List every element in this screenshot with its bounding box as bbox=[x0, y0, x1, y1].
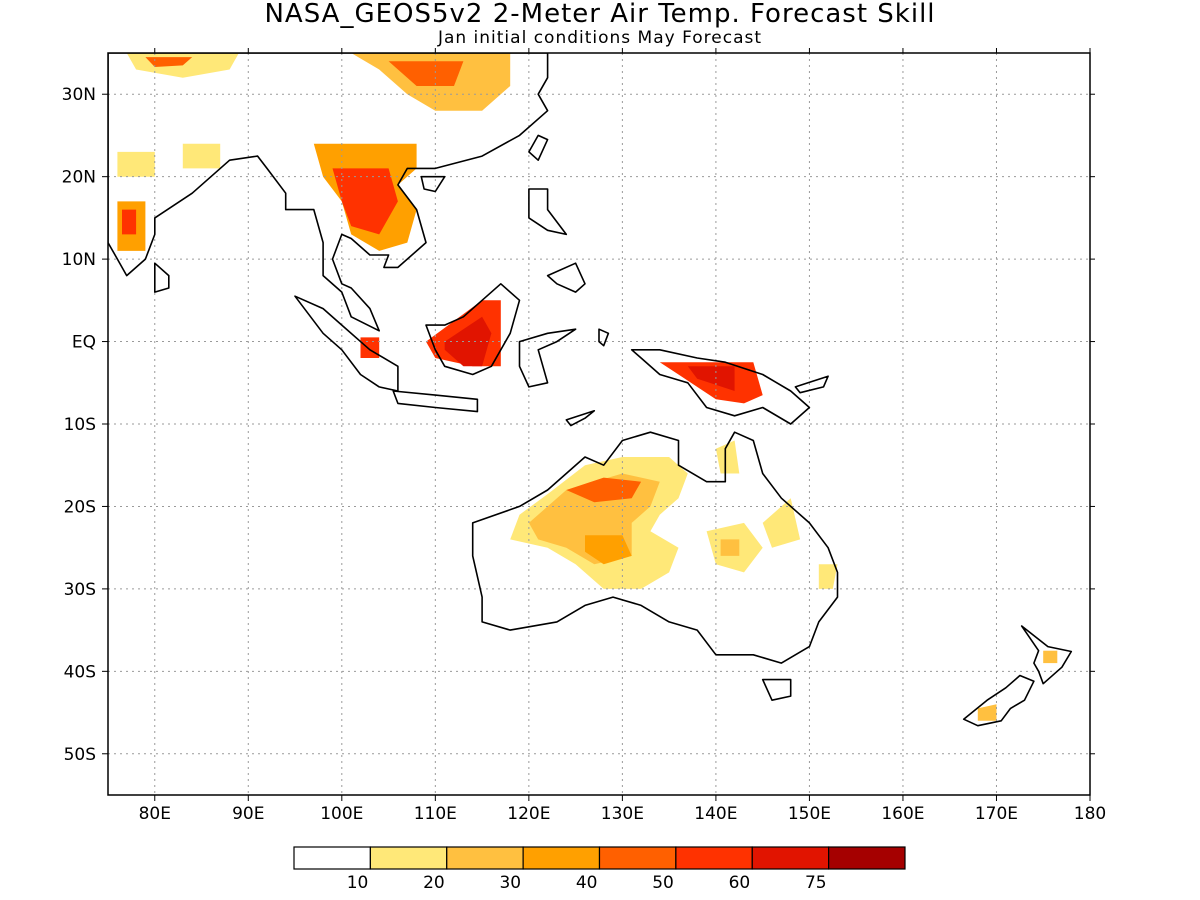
tick-label-lon-80: 80E bbox=[139, 804, 171, 824]
colorbar-swatch-3 bbox=[522, 846, 601, 870]
skill-region-3 bbox=[388, 61, 464, 86]
skill-region-12 bbox=[360, 337, 380, 358]
coastline-south-island-nz bbox=[962, 674, 1035, 727]
skill-region-8 bbox=[117, 151, 155, 177]
skill-region-20 bbox=[720, 539, 740, 556]
tick-label-lat--50: 50S bbox=[64, 745, 96, 765]
skill-region-21 bbox=[715, 440, 740, 474]
coastline-new-guinea bbox=[630, 348, 811, 425]
colorbar-label-60: 60 bbox=[729, 873, 751, 893]
tick-label-lat--10: 10S bbox=[64, 415, 96, 435]
tick-label-lon-170: 170E bbox=[975, 804, 1018, 824]
coastline-sri-lanka bbox=[154, 262, 170, 293]
skill-region-24 bbox=[977, 704, 997, 721]
colorbar-label-30: 30 bbox=[499, 873, 521, 893]
colorbar-swatch-2 bbox=[446, 846, 524, 870]
tick-label-lat--20: 20S bbox=[64, 497, 96, 517]
tick-label-lon-140: 140E bbox=[694, 804, 737, 824]
latitude-axis: 30N 20N 10N EQ 10S 20S 30S 40S 50S bbox=[62, 85, 1095, 765]
coastline-sulawesi bbox=[518, 328, 577, 388]
coastlines bbox=[108, 53, 1073, 727]
skill-shading-layer bbox=[117, 53, 1058, 721]
skill-region-1 bbox=[145, 57, 193, 67]
tick-label-lat-10: 10N bbox=[62, 250, 96, 270]
coastline-mindanao bbox=[546, 262, 586, 293]
tick-label-lon-180: 180 bbox=[1074, 804, 1106, 824]
coastline-timor bbox=[565, 409, 596, 427]
colorbar-swatch-5 bbox=[675, 846, 753, 870]
chart-subtitle: Jan initial conditions May Forecast bbox=[437, 28, 763, 48]
coastline-hainan bbox=[420, 175, 446, 193]
skill-region-14 bbox=[687, 366, 735, 391]
colorbar-label-40: 40 bbox=[576, 873, 598, 893]
tick-label-lat--40: 40S bbox=[64, 662, 96, 682]
tick-label-lat--30: 30S bbox=[64, 580, 96, 600]
tick-label-lon-90: 90E bbox=[232, 804, 264, 824]
coastline-luzon bbox=[528, 188, 568, 236]
tick-label-lon-130: 130E bbox=[601, 804, 644, 824]
skill-region-9 bbox=[182, 143, 221, 169]
colorbar-label-50: 50 bbox=[652, 873, 674, 893]
tick-label-lat-30: 30N bbox=[62, 85, 96, 105]
colorbar-swatch-7 bbox=[828, 846, 906, 870]
coastline-new-britain bbox=[794, 375, 829, 394]
chart-title: NASA_GEOS5v2 2-Meter Air Temp. Forecast … bbox=[264, 0, 936, 29]
skill-region-18 bbox=[585, 535, 632, 565]
tick-label-lat-20: 20N bbox=[62, 168, 96, 188]
skill-region-23 bbox=[818, 564, 838, 589]
tick-label-lon-120: 120E bbox=[507, 804, 550, 824]
colorbar-swatch-6 bbox=[751, 846, 830, 870]
coastline-australia bbox=[471, 431, 839, 664]
skill-region-25 bbox=[1043, 650, 1058, 664]
colorbar-label-75: 75 bbox=[805, 873, 827, 893]
tick-label-lon-160: 160E bbox=[881, 804, 924, 824]
tick-label-lat-0: EQ bbox=[72, 333, 96, 353]
coastline-taiwan bbox=[528, 134, 549, 161]
tick-label-lon-150: 150E bbox=[788, 804, 831, 824]
coastline-java bbox=[392, 390, 479, 413]
coastline-borneo bbox=[425, 282, 521, 376]
colorbar: 10 20 30 40 50 60 75 bbox=[293, 846, 906, 893]
coastline-sumatra bbox=[294, 295, 399, 392]
colorbar-label-20: 20 bbox=[423, 873, 445, 893]
skill-region-17 bbox=[566, 477, 642, 503]
colorbar-label-10: 10 bbox=[347, 873, 369, 893]
longitude-axis: 80E 90E 100E 110E 120E 130E 140E 150E 160E 170E 18… bbox=[139, 48, 1106, 824]
coastline-tasmania bbox=[761, 678, 792, 702]
skill-region-22 bbox=[762, 498, 801, 548]
coastline-asia-mainland bbox=[108, 53, 549, 332]
coastline-halmahera bbox=[598, 328, 610, 347]
colorbar-swatch-1 bbox=[369, 846, 448, 870]
skill-region-7 bbox=[122, 209, 137, 235]
coastline-north-island-nz bbox=[1020, 625, 1073, 685]
colorbar-swatch-4 bbox=[598, 846, 677, 870]
gridlines bbox=[108, 53, 1090, 795]
colorbar-swatch-0 bbox=[293, 846, 371, 870]
tick-label-lon-100: 100E bbox=[320, 804, 363, 824]
skill-region-5 bbox=[332, 168, 398, 235]
tick-label-lon-110: 110E bbox=[414, 804, 457, 824]
